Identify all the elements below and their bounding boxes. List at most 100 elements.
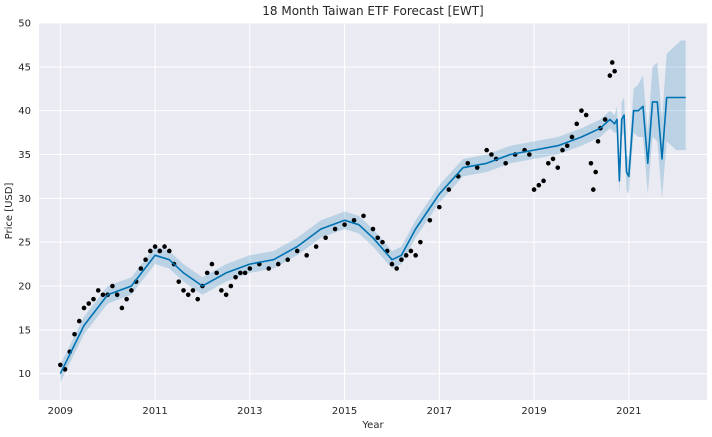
data-point bbox=[574, 121, 580, 127]
forecast-line bbox=[59, 96, 686, 375]
forecast-series-line bbox=[59, 96, 686, 375]
observed-points bbox=[58, 60, 617, 372]
data-point bbox=[536, 182, 542, 188]
data-point bbox=[275, 261, 281, 267]
data-point bbox=[389, 261, 395, 267]
data-point bbox=[465, 160, 471, 166]
data-point bbox=[58, 362, 63, 368]
data-point bbox=[247, 266, 253, 271]
data-point bbox=[370, 226, 376, 232]
y-axis-title: Price [USD] bbox=[4, 183, 15, 240]
y-tick-label: 40 bbox=[18, 106, 31, 117]
data-point bbox=[446, 187, 452, 192]
data-point bbox=[190, 288, 196, 293]
data-point bbox=[545, 160, 551, 166]
data-point bbox=[531, 187, 537, 192]
y-tick-label: 45 bbox=[18, 62, 31, 73]
data-point bbox=[124, 296, 129, 302]
data-point bbox=[110, 283, 115, 289]
data-point bbox=[564, 143, 570, 149]
data-point bbox=[437, 204, 442, 210]
data-point bbox=[114, 292, 120, 298]
data-point bbox=[413, 253, 418, 258]
data-point bbox=[266, 266, 272, 271]
data-point bbox=[527, 152, 532, 157]
data-point bbox=[91, 296, 96, 302]
data-point bbox=[323, 235, 328, 241]
data-point bbox=[418, 239, 423, 245]
data-point bbox=[185, 292, 191, 298]
data-point bbox=[607, 73, 613, 78]
data-point bbox=[219, 288, 224, 293]
data-point bbox=[162, 244, 167, 249]
data-point bbox=[148, 248, 153, 254]
data-point bbox=[503, 160, 508, 166]
data-point bbox=[223, 292, 229, 298]
data-point bbox=[242, 270, 248, 276]
data-point bbox=[138, 266, 144, 271]
data-point bbox=[129, 288, 134, 293]
chart-title: 18 Month Taiwan ETF Forecast [EWT] bbox=[262, 4, 484, 18]
y-tick-labels: 10 15 20 25 30 35 40 45 50 bbox=[18, 19, 31, 381]
data-point bbox=[76, 318, 82, 324]
data-point bbox=[342, 222, 347, 227]
x-tick-label: 2011 bbox=[142, 406, 167, 417]
data-point bbox=[550, 156, 556, 162]
data-point bbox=[394, 266, 399, 271]
grid bbox=[39, 22, 707, 400]
data-point bbox=[590, 187, 596, 192]
y-tick-label: 10 bbox=[18, 369, 31, 380]
x-tick-labels: 2009 2011 2013 2015 2017 2019 2021 bbox=[48, 406, 642, 417]
data-point bbox=[612, 68, 617, 74]
data-point bbox=[489, 152, 494, 157]
data-point bbox=[152, 244, 158, 249]
x-tick-label: 2017 bbox=[427, 406, 452, 417]
data-point bbox=[81, 305, 87, 311]
data-point bbox=[361, 213, 366, 219]
x-tick-label: 2015 bbox=[332, 406, 357, 417]
data-point bbox=[157, 248, 163, 254]
data-point bbox=[195, 296, 201, 302]
data-point bbox=[176, 279, 182, 284]
data-point bbox=[209, 261, 215, 267]
data-point bbox=[72, 331, 77, 337]
data-point bbox=[403, 253, 409, 258]
data-point bbox=[555, 165, 561, 170]
data-point bbox=[204, 270, 210, 276]
data-point bbox=[484, 147, 490, 153]
data-point bbox=[375, 235, 381, 241]
data-point bbox=[238, 270, 243, 276]
data-point bbox=[541, 178, 546, 184]
data-point bbox=[86, 301, 92, 306]
y-tick-label: 25 bbox=[18, 238, 31, 249]
x-tick-label: 2009 bbox=[48, 406, 73, 417]
data-point bbox=[119, 305, 125, 311]
data-point bbox=[602, 117, 608, 122]
data-point bbox=[427, 217, 433, 223]
y-tick-label: 35 bbox=[18, 150, 31, 161]
data-point bbox=[181, 288, 186, 293]
data-point bbox=[380, 239, 385, 245]
data-point bbox=[579, 108, 584, 113]
y-tick-label: 50 bbox=[18, 19, 31, 30]
data-point bbox=[332, 226, 338, 232]
data-point bbox=[214, 270, 219, 276]
data-point bbox=[313, 244, 319, 249]
data-point bbox=[351, 217, 357, 223]
x-tick-label: 2013 bbox=[237, 406, 262, 417]
data-point bbox=[294, 248, 300, 254]
data-point bbox=[399, 257, 404, 263]
data-point bbox=[474, 165, 480, 170]
plot-background bbox=[39, 23, 707, 400]
data-point bbox=[233, 274, 238, 280]
data-point bbox=[569, 134, 575, 140]
x-tick-label: 2021 bbox=[616, 406, 641, 417]
data-point bbox=[95, 288, 101, 293]
data-point bbox=[228, 283, 234, 289]
data-point bbox=[408, 248, 414, 254]
data-point bbox=[609, 60, 615, 65]
data-point bbox=[595, 139, 601, 144]
data-point bbox=[304, 253, 309, 258]
data-point bbox=[593, 169, 598, 175]
